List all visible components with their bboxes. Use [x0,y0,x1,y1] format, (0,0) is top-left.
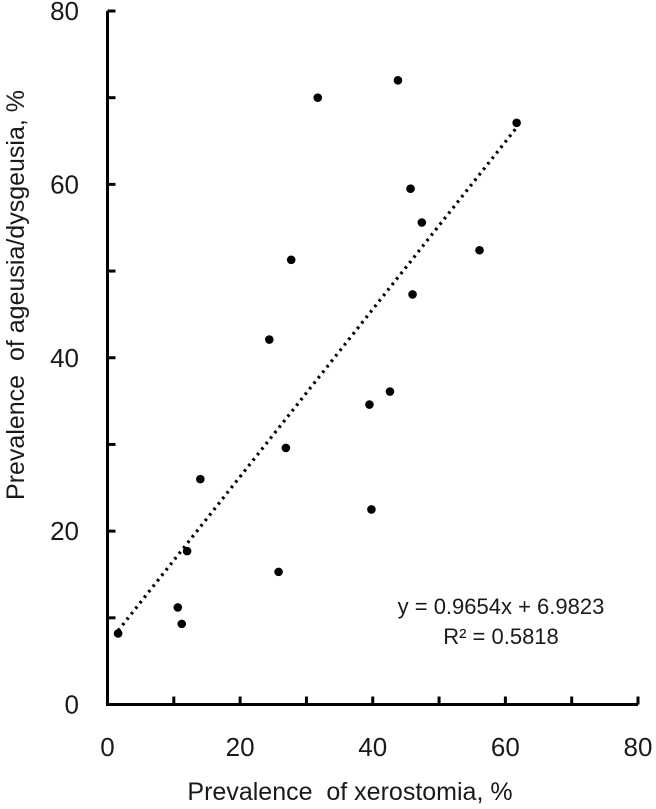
y-axis-title: Prevalence of ageusia/dysgeusia, % [2,90,30,500]
y-tick-label: 60 [50,169,79,199]
data-point [365,400,374,409]
data-point [265,335,274,344]
x-tick-label: 20 [226,732,255,762]
data-point [113,629,123,638]
x-tick-label: 40 [358,732,387,762]
data-point [173,603,183,612]
data-point [417,218,427,227]
trendline [116,126,518,632]
axes [106,9,640,706]
y-tick-label: 40 [50,343,79,373]
data-point [367,505,376,514]
trendline-r-squared: R² = 0.5818 [443,624,559,649]
data-point [393,76,403,85]
data-point [408,290,417,299]
data-point [385,387,395,396]
data-points [113,76,521,638]
x-tick-label: 0 [100,732,114,762]
data-point [281,443,291,453]
data-point [313,93,323,102]
data-point [196,474,205,484]
tick-labels: 0 20 40 60 80 0 20 40 60 80 [50,0,652,762]
data-point [512,118,521,128]
x-tick-label: 80 [624,732,653,762]
y-tick-label: 80 [50,0,79,26]
x-axis-title: Prevalence of xerostomia, % [187,778,512,806]
data-point [406,184,415,194]
data-point [274,567,283,577]
data-point [475,245,484,255]
data-point [286,255,296,265]
trendline-equation: y = 0.9654x + 6.9823 [398,594,605,619]
y-tick-label: 0 [65,690,79,720]
trendline-dotted [116,126,518,632]
data-point [177,619,187,629]
y-tick-label: 20 [50,516,79,546]
x-tick-label: 60 [491,732,520,762]
data-point [182,546,192,556]
